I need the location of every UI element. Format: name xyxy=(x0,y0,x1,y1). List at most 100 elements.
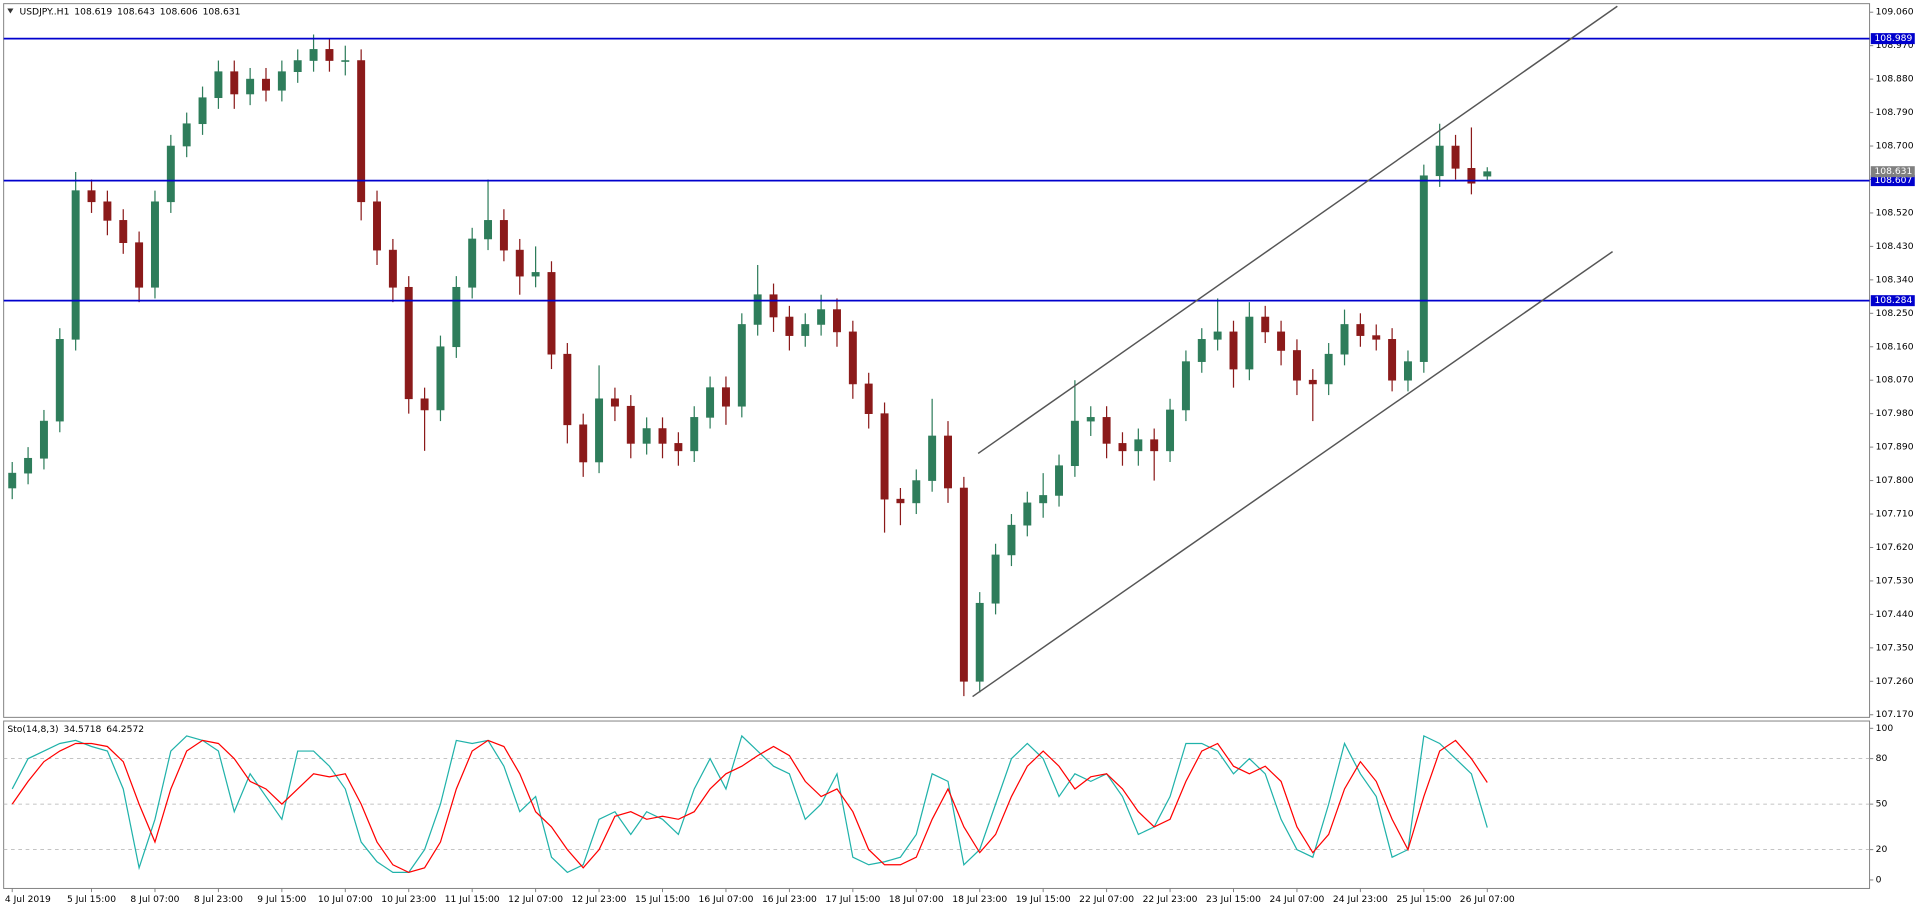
candle-body xyxy=(1483,171,1492,177)
x-tick-label: 24 Jul 23:00 xyxy=(1333,894,1388,905)
y-tick-label: 100 xyxy=(1876,723,1894,734)
candle-body xyxy=(991,554,1000,604)
candle-body xyxy=(1055,465,1064,496)
indicator-header: Sto(14,8,3) 34.5718 64.2572 xyxy=(7,723,144,734)
y-tick-label: 108.970 xyxy=(1876,40,1914,51)
candle-body xyxy=(896,498,905,504)
x-tick-label: 12 Jul 07:00 xyxy=(508,894,563,905)
candle-body xyxy=(610,398,619,407)
candle-body xyxy=(1039,495,1048,504)
level-label: 108.989 xyxy=(1874,33,1912,44)
candle-body xyxy=(737,324,746,407)
x-tick-label: 15 Jul 15:00 xyxy=(635,894,690,905)
y-tick-label: 107.890 xyxy=(1876,442,1914,453)
candle-body xyxy=(1419,175,1428,362)
candle-body xyxy=(39,420,48,459)
level-label-box xyxy=(1870,175,1915,187)
candle-body xyxy=(341,60,350,62)
candle-body xyxy=(1134,439,1143,452)
header-low: 108.606 xyxy=(160,6,198,17)
candle-body xyxy=(848,331,857,385)
x-tick-label: 23 Jul 15:00 xyxy=(1206,894,1261,905)
price-label: 108.631 xyxy=(1874,166,1912,177)
header-close: 108.631 xyxy=(203,6,241,17)
y-tick-label: 108.250 xyxy=(1876,308,1914,319)
candle-body xyxy=(87,190,96,203)
candle-body xyxy=(1324,353,1333,385)
candle-body xyxy=(1166,409,1175,452)
candle-body xyxy=(975,602,984,682)
level-label: 108.607 xyxy=(1874,175,1912,186)
y-tick-label: 109.060 xyxy=(1876,7,1914,18)
candle-body xyxy=(1451,145,1460,169)
x-tick-label: 19 Jul 15:00 xyxy=(1016,894,1071,905)
candle-body xyxy=(388,249,397,288)
candle-body xyxy=(1070,420,1079,467)
candle-body xyxy=(166,145,175,203)
candle-body xyxy=(690,417,699,452)
candle-body xyxy=(8,472,17,489)
x-tick-label: 8 Jul 07:00 xyxy=(130,894,179,905)
candle-body xyxy=(119,220,128,243)
candle-body xyxy=(135,242,144,288)
x-tick-label: 8 Jul 23:00 xyxy=(194,894,243,905)
y-tick-label: 107.350 xyxy=(1876,642,1914,653)
candle-body xyxy=(55,339,64,422)
candle-body xyxy=(1086,417,1095,422)
candle-body xyxy=(912,480,921,504)
x-tick-label: 25 Jul 15:00 xyxy=(1396,894,1451,905)
y-tick-label: 108.700 xyxy=(1876,141,1914,152)
candle-body xyxy=(1277,331,1286,351)
y-tick-label: 107.980 xyxy=(1876,408,1914,419)
y-tick-label: 107.620 xyxy=(1876,542,1914,553)
y-tick-label: 20 xyxy=(1876,844,1888,855)
indicator-panel xyxy=(3,720,1871,889)
y-tick-label: 107.530 xyxy=(1876,575,1914,586)
candle-body xyxy=(373,201,381,251)
candle-body xyxy=(404,286,413,400)
x-tick-label: 4 Jul 2019 xyxy=(5,894,51,905)
candle-body xyxy=(801,324,810,336)
candle-body xyxy=(71,190,80,340)
header-open: 108.619 xyxy=(74,6,112,17)
candle-body xyxy=(515,249,524,277)
y-tick-label: 108.790 xyxy=(1876,107,1914,118)
candle-body xyxy=(928,435,937,481)
y-tick-label: 108.520 xyxy=(1876,207,1914,218)
candle-body xyxy=(880,413,889,500)
candle-body xyxy=(1435,145,1444,177)
candle-body xyxy=(150,201,159,288)
candle-body xyxy=(1023,502,1032,526)
candle-body xyxy=(721,387,730,407)
candle-body xyxy=(1118,443,1127,452)
x-tick-label: 11 Jul 15:00 xyxy=(445,894,500,905)
x-tick-label: 22 Jul 23:00 xyxy=(1143,894,1198,905)
candle-body xyxy=(959,487,968,682)
chart-header: USDJPY..H1 108.619 108.643 108.606 108.631 xyxy=(20,6,241,17)
x-tick-label: 5 Jul 15:00 xyxy=(67,894,116,905)
indicator-signal-value: 64.2572 xyxy=(106,723,144,734)
candle-body xyxy=(436,346,445,411)
candle-body xyxy=(262,78,270,91)
candle-body xyxy=(785,316,794,336)
y-tick-label: 107.260 xyxy=(1876,676,1914,687)
candle-body xyxy=(626,405,635,444)
candle-body xyxy=(1308,379,1317,385)
price-label-box xyxy=(1870,166,1915,178)
candle-body xyxy=(452,286,461,348)
candle-body xyxy=(246,78,255,95)
candle-body xyxy=(817,309,826,325)
candle-body xyxy=(563,353,572,426)
y-tick-label: 0 xyxy=(1876,874,1882,885)
candle-body xyxy=(579,424,588,463)
candle-body xyxy=(420,398,429,411)
candle-body xyxy=(309,49,318,61)
x-tick-label: 17 Jul 15:00 xyxy=(825,894,880,905)
candle-body xyxy=(1292,350,1301,381)
candle-body xyxy=(595,398,604,463)
candle-body xyxy=(1181,361,1190,411)
y-tick-label: 108.160 xyxy=(1876,341,1914,352)
candle-body xyxy=(547,272,556,355)
candle-body xyxy=(499,220,508,251)
